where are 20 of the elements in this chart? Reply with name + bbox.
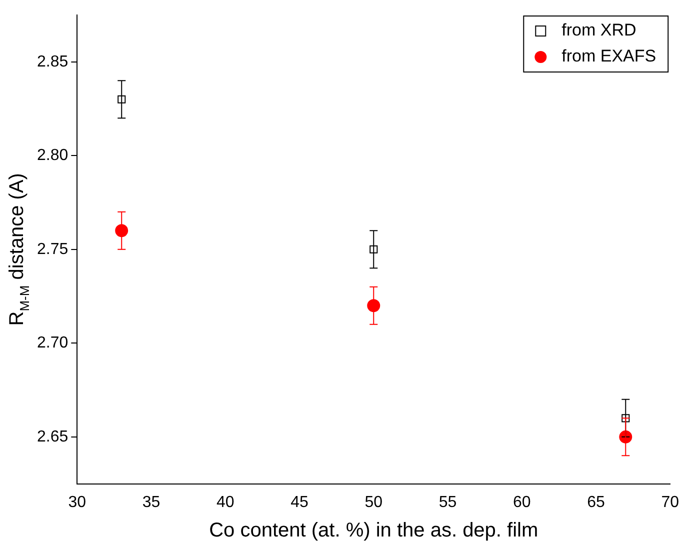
legend-label: from EXAFS [562, 46, 656, 66]
y-tick-label: 2.65 [37, 428, 68, 446]
y-tick-label: 2.80 [37, 147, 68, 164]
x-tick-label: 50 [364, 494, 383, 511]
x-tick-label: 60 [512, 494, 531, 511]
y-tick-label: 2.70 [37, 334, 68, 352]
y-tick-label: 2.85 [37, 53, 68, 70]
legend-label: from XRD [562, 20, 636, 40]
y-axis-title: RM-M distance (A) [6, 173, 32, 326]
x-tick-label: 40 [216, 494, 234, 511]
point [115, 224, 128, 238]
x-tick-label: 70 [661, 494, 680, 511]
y-tick-label: 2.75 [37, 240, 68, 258]
point [367, 299, 380, 312]
x-tick-label: 65 [587, 494, 605, 511]
x-tick-label: 30 [68, 494, 86, 511]
x-axis-title: Co content (at. %) in the as. dep. film [209, 520, 538, 542]
x-tick-label: 45 [290, 494, 308, 511]
x-tick-label: 55 [438, 494, 457, 511]
x-tick-label: 35 [142, 494, 160, 511]
